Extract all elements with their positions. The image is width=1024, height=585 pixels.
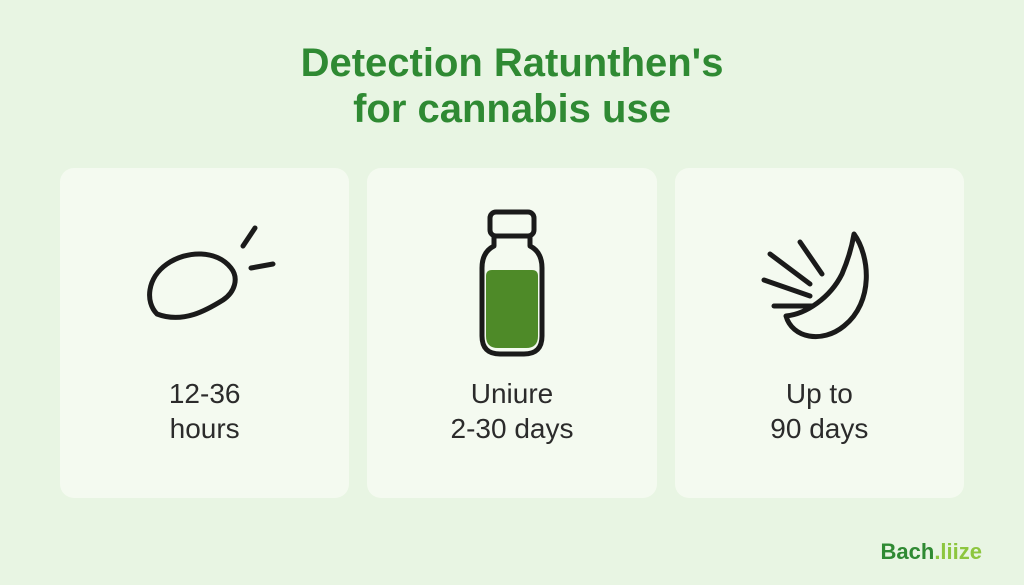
brand-part2: .liize [934,539,982,564]
card-0-line1: 12-36 [169,378,241,409]
card-bottle: Uniure 2-30 days [367,168,656,498]
card-2-line2: 90 days [770,413,868,444]
card-1-line1: Uniure [471,378,553,409]
leaf-icon [693,196,946,366]
title-line-1: Detection Ratunthen's [301,41,724,85]
title-line-2: for cannabis use [353,87,671,131]
card-tongue-label: 12-36 hours [169,376,241,446]
card-leaf-label: Up to 90 days [770,376,868,446]
brand-label: Bach.liize [881,539,982,565]
page-title: Detection Ratunthen's for cannabis use [301,40,724,132]
cards-row: 12-36 hours Uniure [60,168,964,498]
card-bottle-label: Uniure 2-30 days [451,376,574,446]
card-0-line2: hours [170,413,240,444]
tongue-icon [78,196,331,366]
infographic-container: Detection Ratunthen's for cannabis use 1… [0,0,1024,585]
card-leaf: Up to 90 days [675,168,964,498]
brand-part1: Bach [881,539,935,564]
bottle-icon [385,196,638,366]
card-tongue: 12-36 hours [60,168,349,498]
card-1-line2: 2-30 days [451,413,574,444]
card-2-line1: Up to [786,378,853,409]
